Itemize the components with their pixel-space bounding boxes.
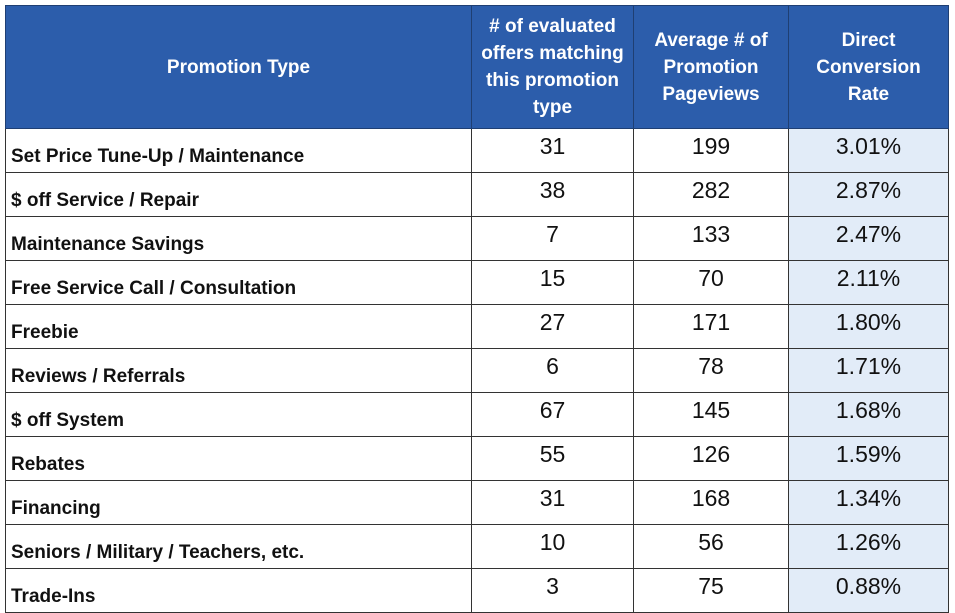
conversion-rate-cell: 2.47% — [788, 216, 949, 261]
average-pageviews-cell: 133 — [633, 216, 789, 261]
table-row: Seniors / Military / Teachers, etc. 10 56 1… — [5, 524, 949, 569]
conversion-rate-cell: 2.11% — [788, 260, 949, 305]
average-pageviews-cell: 171 — [633, 304, 789, 349]
conversion-rate-cell: 1.34% — [788, 480, 949, 525]
promotion-type-cell: Financing — [5, 480, 472, 525]
table-row: Maintenance Savings 7 133 2.47% — [5, 216, 949, 261]
evaluated-offers-cell: 38 — [471, 172, 634, 217]
average-pageviews-cell: 168 — [633, 480, 789, 525]
conversion-rate-cell: 1.59% — [788, 436, 949, 481]
header-row: Promotion Type # of evaluated offers mat… — [5, 5, 949, 129]
promotion-type-cell: Freebie — [5, 304, 472, 349]
average-pageviews-cell: 78 — [633, 348, 789, 393]
promotion-type-cell: Free Service Call / Consultation — [5, 260, 472, 305]
evaluated-offers-cell: 10 — [471, 524, 634, 569]
evaluated-offers-cell: 31 — [471, 480, 634, 525]
table-body: Set Price Tune-Up / Maintenance 31 199 3.01… — [5, 128, 949, 613]
average-pageviews-cell: 75 — [633, 568, 789, 613]
conversion-rate-cell: 1.68% — [788, 392, 949, 437]
header-conversion-rate: Direct Conversion Rate — [788, 5, 949, 129]
promotion-type-cell: Set Price Tune-Up / Maintenance — [5, 128, 472, 173]
table-row: Free Service Call / Consultation 15 70 2.11… — [5, 260, 949, 305]
average-pageviews-cell: 70 — [633, 260, 789, 305]
average-pageviews-cell: 56 — [633, 524, 789, 569]
table-row: Trade-Ins 3 75 0.88% — [5, 568, 949, 613]
evaluated-offers-cell: 31 — [471, 128, 634, 173]
table-row: Set Price Tune-Up / Maintenance 31 199 3.01… — [5, 128, 949, 173]
evaluated-offers-cell: 6 — [471, 348, 634, 393]
header-promotion-type: Promotion Type — [5, 5, 472, 129]
conversion-rate-cell: 1.26% — [788, 524, 949, 569]
evaluated-offers-cell: 7 — [471, 216, 634, 261]
conversion-rate-cell: 1.71% — [788, 348, 949, 393]
header-evaluated-offers: # of evaluated offers matching this prom… — [471, 5, 634, 129]
table-row: $ off Service / Repair 38 282 2.87% — [5, 172, 949, 217]
promotion-type-cell: $ off System — [5, 392, 472, 437]
conversion-rate-cell: 0.88% — [788, 568, 949, 613]
conversion-rate-cell: 3.01% — [788, 128, 949, 173]
promotion-type-cell: $ off Service / Repair — [5, 172, 472, 217]
header-average-pageviews: Average # of Promotion Pageviews — [633, 5, 789, 129]
average-pageviews-cell: 199 — [633, 128, 789, 173]
promotion-type-cell: Rebates — [5, 436, 472, 481]
conversion-rate-cell: 1.80% — [788, 304, 949, 349]
promotion-table: Promotion Type # of evaluated offers mat… — [5, 5, 949, 613]
evaluated-offers-cell: 27 — [471, 304, 634, 349]
table-row: Financing 31 168 1.34% — [5, 480, 949, 525]
promotion-type-cell: Reviews / Referrals — [5, 348, 472, 393]
average-pageviews-cell: 282 — [633, 172, 789, 217]
table-row: Rebates 55 126 1.59% — [5, 436, 949, 481]
average-pageviews-cell: 145 — [633, 392, 789, 437]
evaluated-offers-cell: 15 — [471, 260, 634, 305]
evaluated-offers-cell: 67 — [471, 392, 634, 437]
promotion-type-cell: Trade-Ins — [5, 568, 472, 613]
table-row: Reviews / Referrals 6 78 1.71% — [5, 348, 949, 393]
promotion-type-cell: Seniors / Military / Teachers, etc. — [5, 524, 472, 569]
promotion-type-cell: Maintenance Savings — [5, 216, 472, 261]
table-row: Freebie 27 171 1.80% — [5, 304, 949, 349]
evaluated-offers-cell: 55 — [471, 436, 634, 481]
evaluated-offers-cell: 3 — [471, 568, 634, 613]
table-row: $ off System 67 145 1.68% — [5, 392, 949, 437]
average-pageviews-cell: 126 — [633, 436, 789, 481]
conversion-rate-cell: 2.87% — [788, 172, 949, 217]
table-header: Promotion Type # of evaluated offers mat… — [5, 5, 949, 129]
